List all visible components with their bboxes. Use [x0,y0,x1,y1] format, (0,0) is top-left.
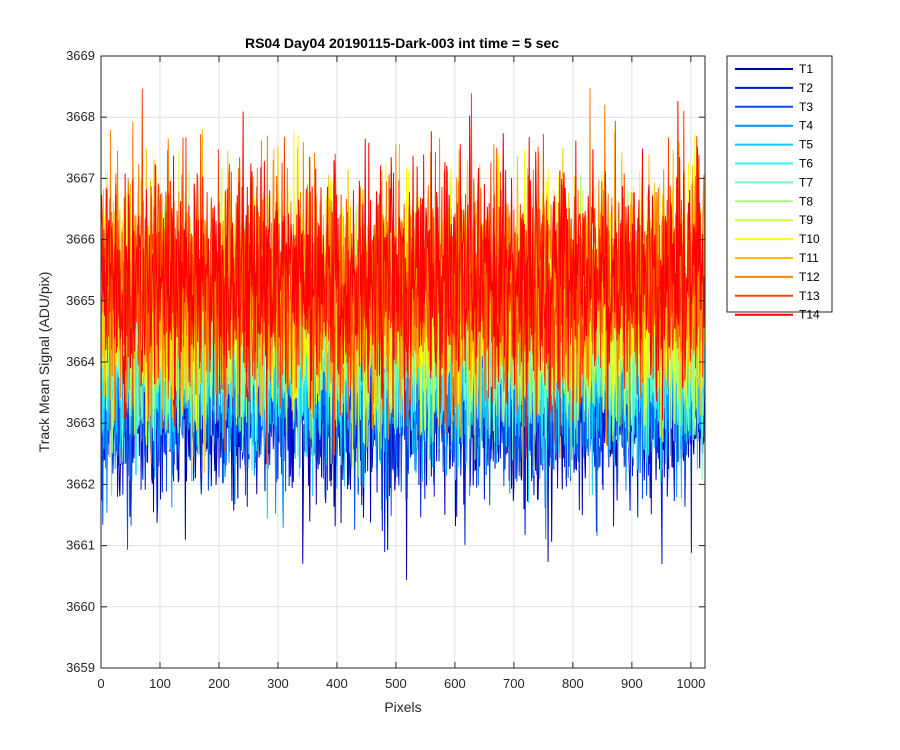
legend-label-t1: T1 [799,62,813,76]
plot-area: 0 100 200 300 400 500 600 700 800 900 1000 3659 3660… [66,48,706,691]
y-tick-label: 3662 [66,476,95,491]
x-tick-label: 600 [444,676,466,691]
y-tick-label: 3666 [66,232,95,247]
axis-ticks: 0 100 200 300 400 500 600 700 800 900 1000 3659 3660… [66,48,705,691]
legend-label-t9: T9 [799,213,813,227]
legend-label-t10: T10 [799,232,820,246]
legend-label-t2: T2 [799,81,813,95]
x-tick-label: 1000 [676,676,705,691]
series-line-t14 [101,101,705,465]
chart-title: RS04 Day04 20190115-Dark-003 int time = … [245,35,559,51]
y-tick-label: 3664 [66,354,95,369]
series-lines [101,88,705,580]
y-tick-label: 3668 [66,109,95,124]
y-tick-label: 3663 [66,415,95,430]
legend-label-t12: T12 [799,270,820,284]
x-tick-label: 900 [621,676,643,691]
legend-label-t8: T8 [799,194,813,208]
legend-box [726,55,833,313]
x-tick-label: 700 [503,676,525,691]
legend-label-t6: T6 [799,157,813,171]
y-axis-label: Track Mean Signal (ADU/pix) [36,272,52,453]
x-tick-label: 300 [267,676,289,691]
legend: T1 T2 T3 T4 T5 T6 T7 T8 T9 T10 T11 T12 T13 T14 [726,55,833,322]
y-tick-label: 3659 [66,660,95,675]
series-line-t13 [101,88,705,478]
x-tick-label: 800 [562,676,584,691]
x-tick-label: 500 [385,676,407,691]
y-tick-label: 3665 [66,293,95,308]
y-tick-label: 3667 [66,170,95,185]
x-axis-label: Pixels [384,699,421,715]
legend-label-t4: T4 [799,119,813,133]
y-tick-label: 3669 [66,48,95,63]
y-tick-label: 3660 [66,599,95,614]
legend-label-t14: T14 [799,308,820,322]
x-tick-label: 400 [326,676,348,691]
legend-label-t13: T13 [799,289,820,303]
x-tick-label: 100 [149,676,171,691]
legend-label-t3: T3 [799,100,813,114]
legend-label-t7: T7 [799,175,813,189]
y-tick-label: 3661 [66,538,95,553]
x-tick-label: 0 [97,676,104,691]
x-tick-label: 200 [208,676,230,691]
legend-label-t11: T11 [799,251,819,265]
legend-label-t5: T5 [799,138,813,152]
